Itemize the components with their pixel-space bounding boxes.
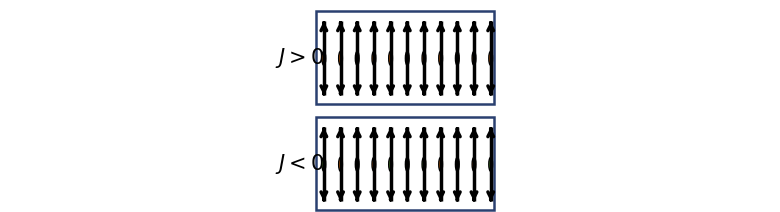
Text: $J < 0$: $J < 0$ xyxy=(275,152,324,176)
Ellipse shape xyxy=(322,51,326,65)
Ellipse shape xyxy=(472,157,476,171)
Ellipse shape xyxy=(339,157,342,171)
Ellipse shape xyxy=(489,157,493,171)
Ellipse shape xyxy=(422,157,426,171)
Ellipse shape xyxy=(322,157,326,171)
Ellipse shape xyxy=(438,157,442,171)
Ellipse shape xyxy=(422,51,426,65)
Ellipse shape xyxy=(372,51,376,65)
Ellipse shape xyxy=(456,157,459,171)
Ellipse shape xyxy=(388,51,392,65)
Ellipse shape xyxy=(339,51,342,65)
Ellipse shape xyxy=(372,157,376,171)
Ellipse shape xyxy=(438,51,442,65)
Ellipse shape xyxy=(356,157,359,171)
Ellipse shape xyxy=(472,51,476,65)
Ellipse shape xyxy=(489,51,493,65)
Ellipse shape xyxy=(406,51,410,65)
Ellipse shape xyxy=(406,157,410,171)
Ellipse shape xyxy=(356,51,359,65)
Bar xyxy=(316,117,494,210)
Ellipse shape xyxy=(388,157,392,171)
Ellipse shape xyxy=(456,51,459,65)
Text: $J > 0$: $J > 0$ xyxy=(275,46,324,70)
Bar xyxy=(316,11,494,104)
